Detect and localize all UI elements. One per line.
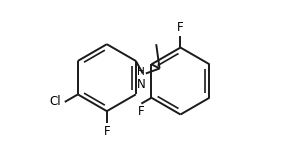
Text: F: F — [103, 124, 110, 138]
Text: H: H — [137, 67, 145, 77]
Text: Cl: Cl — [49, 95, 61, 108]
Text: F: F — [177, 21, 184, 34]
Text: N: N — [137, 78, 146, 91]
Text: F: F — [138, 105, 145, 118]
